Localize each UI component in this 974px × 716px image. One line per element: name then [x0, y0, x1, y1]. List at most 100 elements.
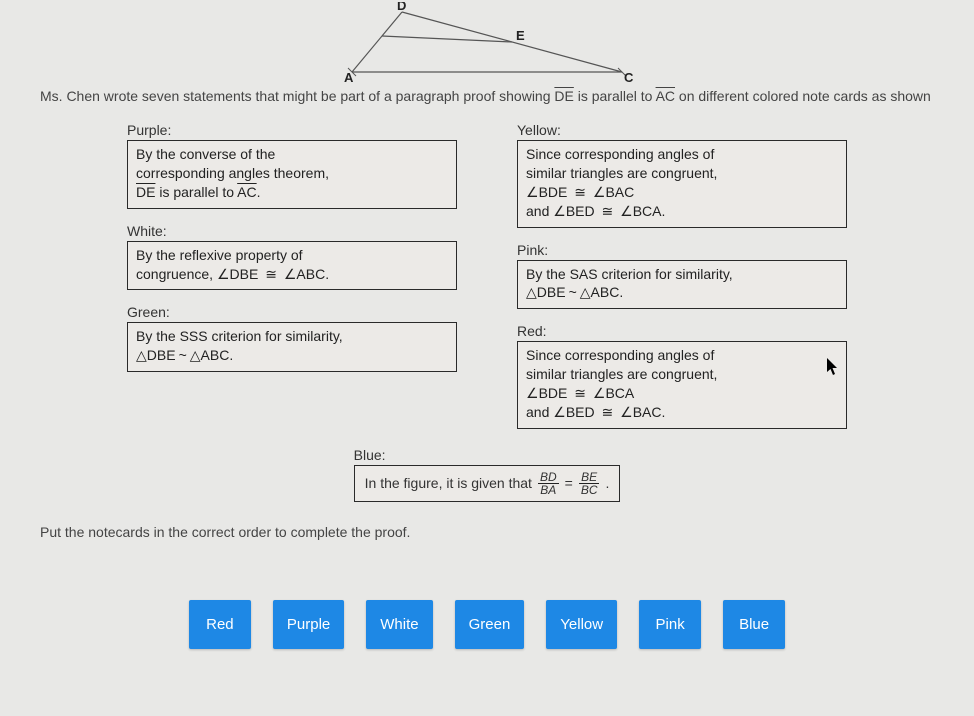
- yellow-ang4s: [620, 203, 633, 219]
- blue-dot: .: [605, 475, 609, 491]
- pink-t2: ABC: [591, 284, 620, 300]
- purple-dot: .: [257, 184, 261, 200]
- blue-f2n: BE: [579, 471, 599, 484]
- instruction-text: Put the notecards in the correct order t…: [0, 502, 974, 540]
- r-a4: BAC: [633, 404, 662, 420]
- segment-de: DE: [554, 88, 573, 104]
- red-ang3s: [553, 404, 566, 420]
- green-dot: .: [229, 347, 233, 363]
- yellow-line4: and BED BCA.: [526, 202, 838, 221]
- pink-t1: DBE: [537, 284, 566, 300]
- blue-f1n: BD: [538, 471, 559, 484]
- white-line2: congruence, DBE ABC.: [136, 265, 448, 284]
- green-tri2: [190, 347, 201, 363]
- green-card: By the SSS criterion for similarity, DBE…: [127, 322, 457, 372]
- white-dot: .: [325, 266, 329, 282]
- green-sim: [176, 347, 190, 363]
- red-line4: and BED BAC.: [526, 403, 838, 422]
- white-a1: DBE: [230, 266, 259, 282]
- y-a3: BED: [566, 203, 595, 219]
- left-column: Purple: By the converse of the correspon…: [127, 122, 457, 443]
- purple-seg-de: DE: [136, 184, 155, 200]
- purple-card-group: Purple: By the converse of the correspon…: [127, 122, 457, 209]
- red-ang4s: [620, 404, 633, 420]
- question-suffix: on different colored note cards as shown: [675, 88, 931, 104]
- purple-mid: is parallel to: [155, 184, 237, 200]
- red-line1: Since corresponding angles of: [526, 346, 838, 365]
- r-dot: .: [661, 404, 665, 420]
- answer-tiles-row: Red Purple White Green Yellow Pink Blue: [0, 600, 974, 649]
- green-line2: DBEABC.: [136, 346, 448, 365]
- white-ang1: [217, 266, 230, 282]
- blue-row: Blue: In the figure, it is given that BD…: [0, 447, 974, 502]
- red-line3: BDE BCA: [526, 384, 838, 403]
- segment-ac: AC: [656, 88, 675, 104]
- tile-yellow[interactable]: Yellow: [546, 600, 617, 649]
- blue-f2d: BC: [579, 484, 600, 496]
- yellow-line3: BDE BAC: [526, 183, 838, 202]
- y-and: and: [526, 203, 553, 219]
- pink-card: By the SAS criterion for similarity, DBE…: [517, 260, 847, 310]
- yellow-ang2s: [593, 184, 606, 200]
- green-t1: DBE: [147, 347, 176, 363]
- yellow-line2: similar triangles are congruent,: [526, 164, 838, 183]
- yellow-card: Since corresponding angles of similar tr…: [517, 140, 847, 228]
- pink-line1: By the SAS criterion for similarity,: [526, 265, 838, 284]
- vertex-c-label: C: [624, 70, 634, 82]
- tile-purple[interactable]: Purple: [273, 600, 344, 649]
- red-ang2s: [593, 385, 606, 401]
- white-card-group: White: By the reflexive property of cong…: [127, 223, 457, 291]
- purple-card: By the converse of the corresponding ang…: [127, 140, 457, 209]
- red-line2: similar triangles are congruent,: [526, 365, 838, 384]
- question-text: Ms. Chen wrote seven statements that mig…: [0, 82, 974, 104]
- y-a4: BCA: [633, 203, 662, 219]
- pink-card-group: Pink: By the SAS criterion for similarit…: [517, 242, 847, 310]
- r-and: and: [526, 404, 553, 420]
- pink-tri1: [526, 284, 537, 300]
- white-ang2: [284, 266, 297, 282]
- tile-red[interactable]: Red: [189, 600, 251, 649]
- right-column: Yellow: Since corresponding angles of si…: [517, 122, 847, 443]
- yellow-ang1s: [526, 184, 539, 200]
- r-a1: BDE: [539, 385, 568, 401]
- white-a2: ABC: [296, 266, 325, 282]
- red-card: Since corresponding angles of similar tr…: [517, 341, 847, 429]
- blue-text: In the figure, it is given that: [365, 475, 532, 491]
- blue-eq: =: [565, 475, 573, 491]
- white-cong: [262, 266, 280, 282]
- green-card-group: Green: By the SSS criterion for similari…: [127, 304, 457, 372]
- red-ang1s: [526, 385, 539, 401]
- tile-green[interactable]: Green: [455, 600, 525, 649]
- tile-pink[interactable]: Pink: [639, 600, 701, 649]
- blue-card: In the figure, it is given that BD BA = …: [354, 465, 621, 502]
- white-label: White:: [127, 223, 457, 239]
- r-a3: BED: [566, 404, 595, 420]
- blue-f1d: BA: [538, 484, 558, 496]
- pink-label: Pink:: [517, 242, 847, 258]
- red-card-group: Red: Since corresponding angles of simil…: [517, 323, 847, 429]
- y-a1: BDE: [539, 184, 568, 200]
- y-dot: .: [661, 203, 665, 219]
- question-prefix: Ms. Chen wrote seven statements that mig…: [40, 88, 554, 104]
- triangle-svg: D E A C: [322, 2, 652, 82]
- white-card: By the reflexive property of congruence,…: [127, 241, 457, 291]
- y-c2: [599, 203, 617, 219]
- pink-tri2: [580, 284, 591, 300]
- purple-seg-ac: AC: [237, 184, 256, 200]
- purple-line2: corresponding angles theorem,: [136, 164, 448, 183]
- question-mid: is parallel to: [574, 88, 656, 104]
- yellow-label: Yellow:: [517, 122, 847, 138]
- yellow-card-group: Yellow: Since corresponding angles of si…: [517, 122, 847, 228]
- r-c1: [571, 385, 589, 401]
- tile-white[interactable]: White: [366, 600, 432, 649]
- blue-frac1: BD BA: [538, 471, 559, 496]
- blue-frac2: BE BC: [579, 471, 600, 496]
- y-a2: BAC: [605, 184, 634, 200]
- purple-line1: By the converse of the: [136, 145, 448, 164]
- purple-label: Purple:: [127, 122, 457, 138]
- green-line1: By the SSS criterion for similarity,: [136, 327, 448, 346]
- pink-sim: [566, 284, 580, 300]
- red-label: Red:: [517, 323, 847, 339]
- tile-blue[interactable]: Blue: [723, 600, 785, 649]
- green-tri1: [136, 347, 147, 363]
